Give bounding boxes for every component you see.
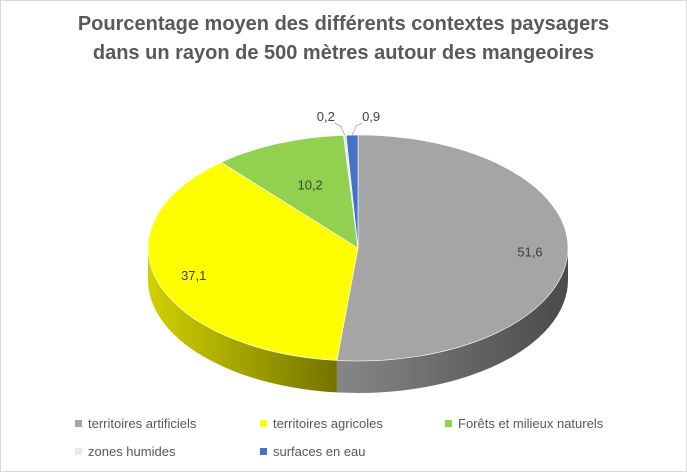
- pie-slice-surfaces-en-eau: [345, 134, 359, 249]
- leader-line-zones-humides: [334, 122, 346, 136]
- pie-side-territoires-agricoles: [148, 248, 337, 393]
- legend-swatch: [260, 420, 267, 427]
- leader-line-surfaces-en-eau: [351, 122, 363, 136]
- data-label-surfaces-en-eau: 0,9: [362, 109, 380, 124]
- chart-title: Pourcentage moyen des différents context…: [77, 13, 610, 64]
- legend-item-forets-et-milieux-naturels: Forêts et milieux naturels: [445, 416, 603, 431]
- pie-slice-territoires-agricoles: [147, 161, 359, 361]
- legend-swatch: [445, 420, 452, 427]
- legend-item-surfaces-en-eau: surfaces en eau: [260, 444, 366, 459]
- data-label-territoires-agricoles: 37,1: [181, 268, 206, 283]
- data-label-zones-humides: 0,2: [317, 109, 335, 124]
- legend-label: Forêts et milieux naturels: [458, 416, 604, 431]
- legend-item-territoires-agricoles: territoires agricoles: [260, 416, 383, 431]
- legend-label: surfaces en eau: [273, 444, 366, 459]
- pie-slice-forets-et-milieux-naturels: [220, 134, 359, 249]
- pie-slice-territoires-artificiels: [336, 134, 569, 362]
- data-label-territoires-artificiels: 51,6: [517, 245, 542, 260]
- legend-item-territoires-artificiels: territoires artificiels: [75, 416, 196, 431]
- legend-item-zones-humides: zones humides: [75, 444, 175, 459]
- legend-swatch: [75, 448, 82, 455]
- pie-side-territoires-artificiels: [336, 248, 568, 393]
- legend-label: zones humides: [88, 444, 176, 459]
- legend-label: territoires agricoles: [273, 416, 383, 431]
- legend-swatch: [75, 420, 82, 427]
- data-label-forets-et-milieux-naturels: 10,2: [297, 177, 322, 192]
- legend-label: territoires artificiels: [88, 416, 197, 431]
- legend-swatch: [260, 448, 267, 455]
